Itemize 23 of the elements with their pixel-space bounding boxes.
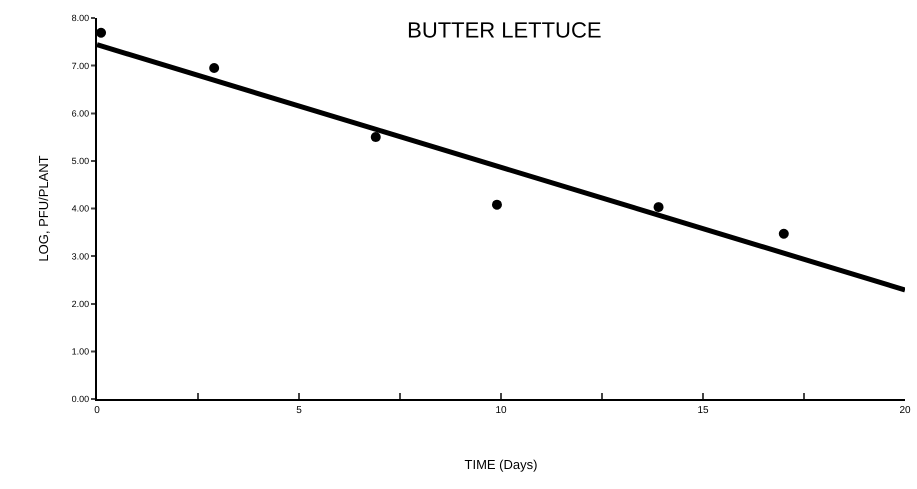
y-axis-title: LOG, PFU/PLANT (36, 155, 52, 262)
y-tick-label: 8.00 (72, 13, 90, 24)
y-tick-label: 1.00 (72, 346, 90, 357)
point (654, 202, 664, 212)
x-tick-label: 20 (899, 405, 911, 416)
x-tick-label: 15 (697, 405, 709, 416)
chart-title: BUTTER LETTUCE (407, 17, 602, 42)
y-tick-label: 2.00 (72, 298, 90, 309)
x-tick-label: 10 (495, 405, 507, 416)
x-tick-label: 5 (296, 405, 302, 416)
y-tick-label: 3.00 (72, 251, 90, 262)
x-axis-title: TIME (Days) (464, 457, 538, 472)
x-tick-label: 0 (94, 405, 100, 416)
y-tick-label: 0.00 (72, 394, 90, 404)
point (370, 132, 381, 142)
y-tick-label: 6.00 (72, 108, 90, 118)
point (492, 200, 502, 210)
y-tick-label: 7.00 (72, 60, 90, 71)
point (96, 28, 106, 38)
y-tick-label: 4.00 (72, 204, 90, 214)
y-tick-label: 5.00 (72, 156, 90, 166)
point (209, 63, 220, 74)
point (778, 228, 789, 239)
